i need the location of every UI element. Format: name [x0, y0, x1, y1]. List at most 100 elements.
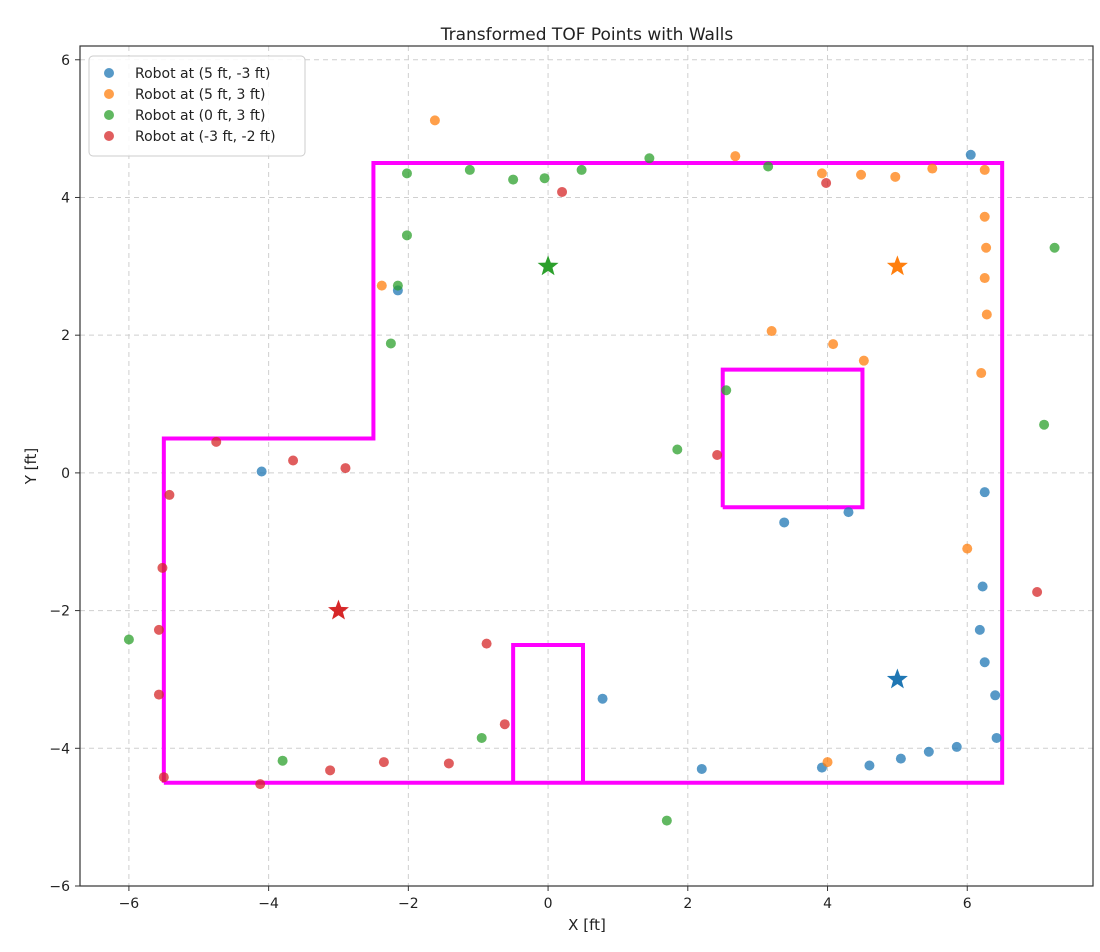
tof-point [843, 507, 854, 518]
tof-point [164, 489, 175, 500]
tof-point [890, 171, 901, 182]
robot-markers [328, 255, 908, 689]
robot-position-star [886, 255, 908, 276]
y-tick-label: −4 [49, 741, 70, 757]
y-tick-label: 0 [61, 466, 70, 482]
tof-point [962, 543, 973, 554]
y-tick-label: −2 [49, 604, 70, 620]
y-axis-label: Y [ft] [22, 448, 40, 486]
tof-point [481, 638, 492, 649]
tof-point [991, 732, 1002, 743]
tof-point [429, 115, 440, 126]
tof-point [822, 757, 833, 768]
tof-point [730, 151, 741, 162]
legend-marker [104, 89, 114, 99]
tof-point [981, 309, 992, 320]
legend-box [88, 55, 306, 157]
tof-point [153, 624, 164, 635]
wall-segment [161, 161, 1005, 785]
tof-point [378, 757, 389, 768]
tof-point [979, 487, 990, 498]
tof-point [644, 153, 655, 164]
y-tick-label: 2 [61, 328, 70, 344]
tof-point [401, 230, 412, 241]
tof-point [401, 168, 412, 179]
x-tick-label: 6 [963, 896, 972, 912]
tof-point [816, 168, 827, 179]
tof-point [1032, 587, 1043, 597]
chart-title: Transformed TOF Points with Walls [440, 25, 734, 45]
x-tick-label: −2 [398, 896, 419, 912]
x-tick-label: 0 [544, 896, 553, 912]
tof-point [153, 689, 164, 700]
legend-marker [104, 131, 114, 141]
x-tick-label: 4 [823, 896, 832, 912]
legend-label: Robot at (0 ft, 3 ft) [135, 108, 265, 124]
legend-marker [104, 110, 114, 120]
tof-point [123, 634, 134, 645]
tof-point [476, 732, 487, 743]
tof-point [1049, 242, 1060, 253]
x-tick-label: 2 [683, 896, 692, 912]
tof-point [821, 178, 832, 189]
tof-point [856, 169, 867, 180]
tof-point [672, 444, 683, 455]
tof-point [766, 326, 777, 337]
tof-point [979, 164, 990, 175]
legend: Robot at (5 ft, -3 ft) Robot at (5 ft, 3 … [88, 55, 306, 157]
tof-point [974, 624, 985, 635]
tof-point [499, 719, 510, 730]
tof-point [979, 273, 990, 284]
plot-frame [79, 45, 1094, 887]
tof-point [979, 657, 990, 668]
walls [161, 161, 1005, 785]
tof-point [1039, 419, 1050, 430]
tof-point [712, 449, 723, 460]
tof-point [277, 755, 288, 766]
y-tick-label: 4 [61, 190, 70, 206]
legend-label: Robot at (-3 ft, -2 ft) [135, 129, 276, 145]
legend-label: Robot at (5 ft, 3 ft) [135, 87, 265, 103]
tof-point [965, 149, 976, 160]
y-tick-label: 6 [61, 53, 70, 69]
tof-point [376, 280, 387, 291]
x-axis-label: X [ft] [568, 916, 606, 934]
grid-lines [80, 46, 1093, 887]
tof-point [392, 280, 403, 291]
tof-point [977, 581, 988, 592]
tof-point [990, 690, 1001, 701]
tof-point [255, 779, 266, 790]
tof-point [158, 772, 169, 783]
tof-point [981, 242, 992, 253]
tof-point [864, 760, 875, 771]
tof-point [828, 339, 839, 350]
tof-point [661, 815, 672, 826]
tof-point [858, 355, 869, 366]
wall-segment [511, 643, 586, 783]
tof-point [721, 385, 732, 396]
tof-point [557, 186, 568, 197]
tof-point [779, 517, 790, 528]
tof-point [923, 746, 934, 757]
tof-point [443, 758, 454, 769]
tof-point [385, 338, 396, 349]
tof-point [157, 562, 168, 573]
tof-point [288, 455, 299, 466]
tof-point [696, 763, 707, 774]
tof-point [539, 173, 550, 184]
tof-points [123, 115, 1060, 826]
tof-point [464, 164, 475, 175]
wall-segment [720, 367, 865, 510]
tof-point [576, 164, 587, 175]
x-tick-label: −4 [258, 896, 279, 912]
tof-point [979, 211, 990, 222]
tof-point [763, 161, 774, 172]
tof-point [951, 741, 962, 752]
tof-point [927, 163, 938, 174]
tof-point [976, 368, 987, 379]
legend-label: Robot at (5 ft, -3 ft) [135, 66, 271, 82]
robot-position-star [328, 599, 349, 620]
tof-point [508, 174, 519, 185]
robot-position-star [537, 255, 559, 276]
